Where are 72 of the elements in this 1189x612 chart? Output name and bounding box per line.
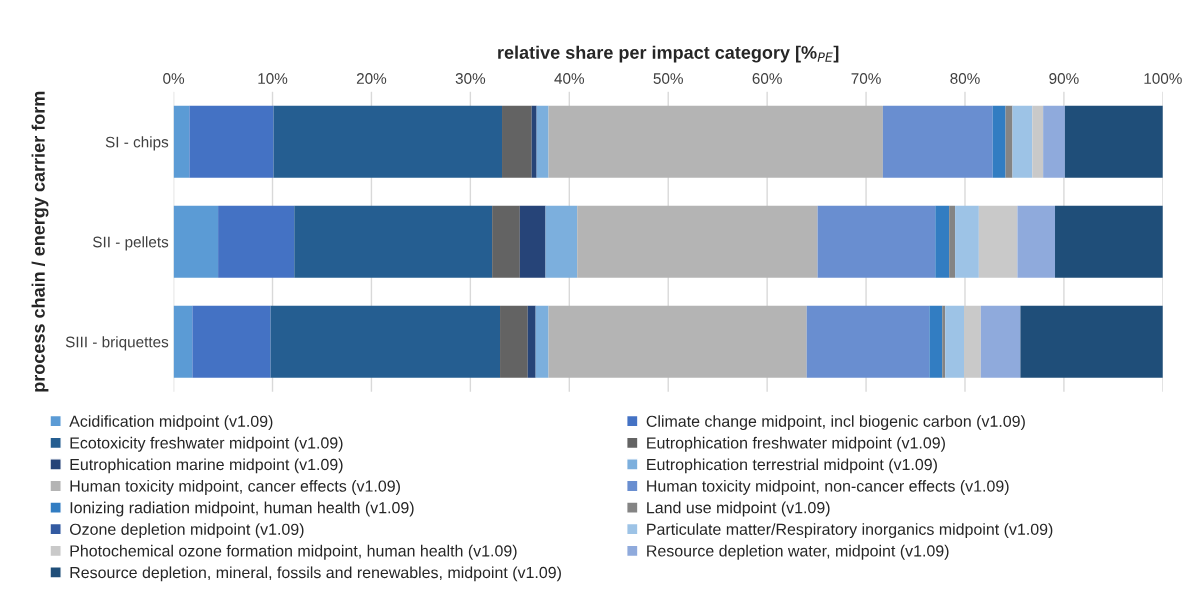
y-tick-label: SII - pellets xyxy=(93,236,169,251)
bar xyxy=(294,205,493,278)
bar xyxy=(949,205,956,278)
bar xyxy=(536,105,549,178)
legend-label: Acidification midpoint (v1.09) xyxy=(69,415,273,431)
bar xyxy=(492,205,520,278)
legend-label: Particulate matter/Respiratory inorganics midpoint (v1.09) xyxy=(647,523,1053,539)
y-axis-title: process chain / energy carrier form xyxy=(31,91,49,392)
bar xyxy=(955,205,979,278)
bar xyxy=(548,305,807,378)
x-tick-label: 10% xyxy=(258,73,288,84)
legend-label: Ionizing radiation midpoint, human health (v1.09) xyxy=(70,501,414,517)
bar xyxy=(531,105,537,178)
bar xyxy=(806,305,930,378)
y-tick-label: SIII - briquettes xyxy=(65,336,169,351)
legend-label: Ecotoxicity freshwater midpoint (v1.09) xyxy=(70,436,343,452)
bar xyxy=(270,305,501,378)
bar xyxy=(527,305,536,378)
bar xyxy=(218,205,295,278)
legend-label: Eutrophication freshwater midpoint (v1.09) xyxy=(647,436,945,452)
bar xyxy=(173,305,193,378)
legend-label: Ozone depletion midpoint (v1.09) xyxy=(69,523,304,539)
bar xyxy=(1064,105,1163,178)
x-tick-label: 30% xyxy=(455,73,486,84)
bar xyxy=(502,105,532,178)
bar xyxy=(173,105,190,178)
x-tick-label: 0% xyxy=(163,73,185,84)
bar xyxy=(882,105,993,178)
bar xyxy=(935,205,950,278)
bar xyxy=(192,305,271,378)
bar xyxy=(1032,105,1044,178)
legend-label: Resource depletion, mineral, fossils and renewables, midpoint (v1.09) xyxy=(70,566,561,582)
x-tick-label: 100% xyxy=(1144,73,1182,84)
bar xyxy=(273,105,503,178)
x-tick-label: 50% xyxy=(653,73,683,84)
x-axis-title: relative share per impact category [%$_{PE}$] xyxy=(498,45,839,63)
bar xyxy=(548,105,883,178)
bar xyxy=(577,205,818,278)
legend-label: Climate change midpoint, incl biogenic carbon (v1.09) xyxy=(646,415,1025,431)
bar xyxy=(945,305,964,378)
bar xyxy=(942,305,946,378)
bar xyxy=(519,205,546,278)
bar xyxy=(173,205,219,278)
bar xyxy=(189,105,274,178)
x-tick-label: 70% xyxy=(851,73,881,84)
x-tick-label: 80% xyxy=(950,73,980,84)
bar xyxy=(992,105,1006,178)
bar xyxy=(500,305,528,378)
bar xyxy=(1017,205,1056,278)
bar xyxy=(1043,105,1065,178)
bar xyxy=(817,205,936,278)
legend-label: Human toxicity midpoint, cancer effects (v1.09) xyxy=(70,480,400,495)
legend-label: Photochemical ozone formation midpoint, human health (v1.09) xyxy=(70,544,517,560)
x-tick-label: 90% xyxy=(1049,73,1079,84)
bar xyxy=(964,305,981,378)
y-tick-label: SI - chips xyxy=(105,136,169,151)
legend-label: Eutrophication marine midpoint (v1.09) xyxy=(70,458,343,474)
bar xyxy=(978,205,1018,278)
legend-label: Resource depletion water, midpoint (v1.09) xyxy=(647,544,949,560)
bar xyxy=(929,305,943,378)
bar xyxy=(535,305,549,378)
bar xyxy=(1020,305,1163,378)
bar xyxy=(545,205,578,278)
legend-label: Eutrophication terrestrial midpoint (v1.09) xyxy=(647,458,937,474)
bar xyxy=(980,305,1021,378)
bar xyxy=(1055,205,1163,278)
legend-label: Land use midpoint (v1.09) xyxy=(647,501,830,517)
x-tick-label: 60% xyxy=(752,73,782,84)
x-tick-label: 20% xyxy=(356,73,387,84)
x-tick-label: 40% xyxy=(554,73,585,84)
legend-label: Human toxicity midpoint, non-cancer effects (v1.09) xyxy=(647,480,1009,495)
bar xyxy=(1012,105,1033,178)
